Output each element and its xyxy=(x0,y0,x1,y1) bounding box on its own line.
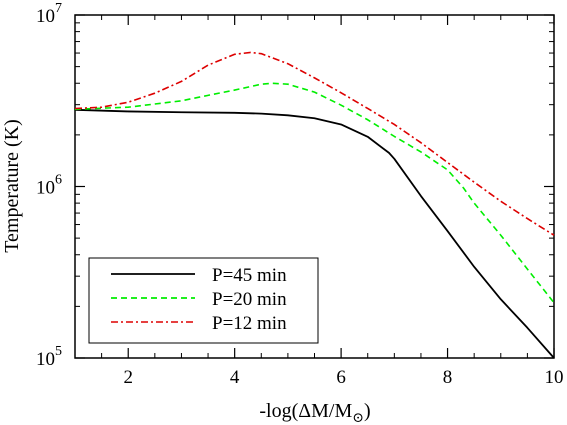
y-axis-title: Temperature (K) xyxy=(1,119,23,253)
legend-label-p20: P=20 min xyxy=(212,289,287,310)
legend-label-p45: P=45 min xyxy=(212,265,287,286)
series-layer xyxy=(74,51,555,359)
x-tick-label: 6 xyxy=(336,367,346,388)
x-axis-title: -log(ΔM/M⊙) xyxy=(259,400,370,425)
x-tick-label: 10 xyxy=(545,367,564,388)
legend-box xyxy=(88,257,319,344)
series-line-p-20-min xyxy=(74,82,555,304)
y-tick-label: 107 xyxy=(36,1,62,27)
x-tick-label: 8 xyxy=(443,367,453,388)
x-tick-label: 2 xyxy=(123,367,133,388)
axis-ticks: 2 4 6 8 10 105 106 107 xyxy=(36,1,564,388)
y-tick-label: 105 xyxy=(36,344,62,370)
y-tick-label: 106 xyxy=(36,173,62,199)
legend-label-p12: P=12 min xyxy=(212,313,287,334)
series-line-p-45-min xyxy=(74,108,555,359)
legend: P=45 min P=20 min P=12 min xyxy=(88,257,319,344)
series-line-p-12-min xyxy=(74,51,555,236)
x-tick-label: 4 xyxy=(230,367,240,388)
